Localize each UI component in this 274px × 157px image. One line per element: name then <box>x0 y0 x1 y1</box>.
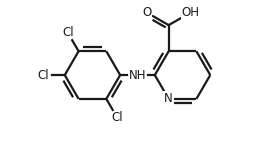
Text: NH: NH <box>129 69 146 82</box>
Text: O: O <box>142 6 152 19</box>
Text: OH: OH <box>181 6 199 19</box>
Text: Cl: Cl <box>62 26 73 39</box>
Text: Cl: Cl <box>37 69 49 82</box>
Text: Cl: Cl <box>112 111 123 124</box>
Text: N: N <box>164 92 173 105</box>
